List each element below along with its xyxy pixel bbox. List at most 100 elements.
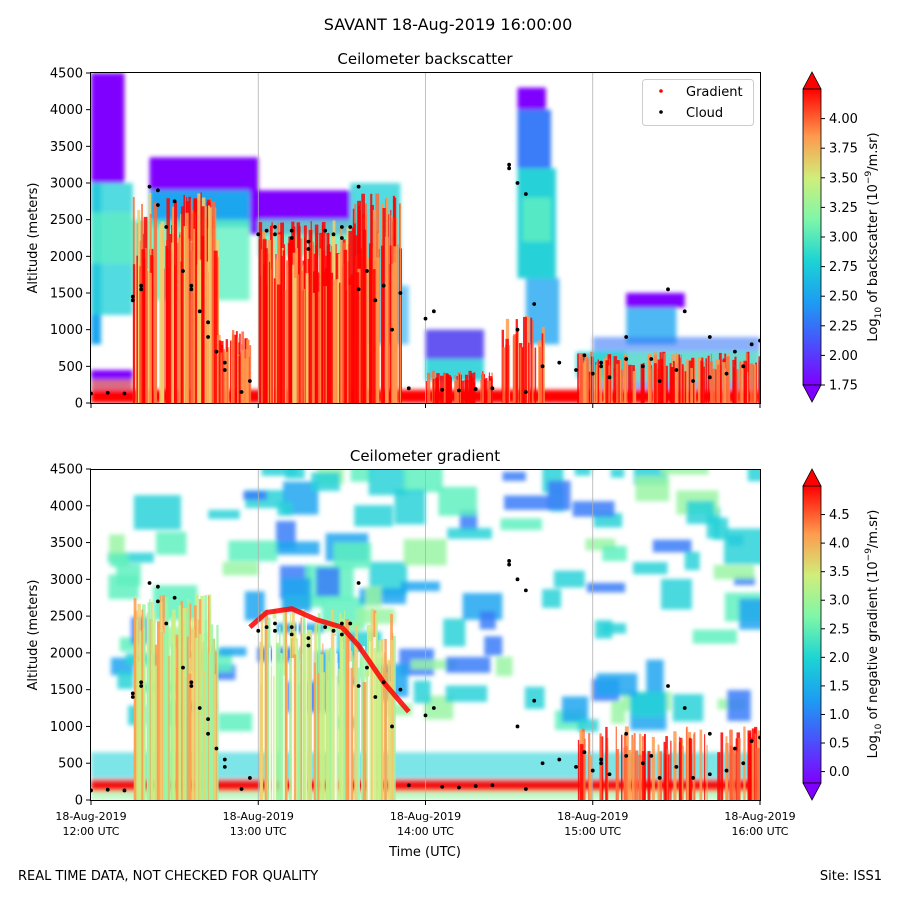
field-cell (517, 109, 551, 169)
field-streak (281, 675, 285, 800)
cloud-marker (306, 239, 311, 244)
cloud-marker (130, 695, 135, 699)
field-streak (597, 359, 599, 403)
colorbar-tick-label: 1.75 (829, 379, 858, 394)
field-cell (635, 476, 670, 502)
field-streak (470, 377, 474, 403)
cloud-marker (707, 772, 712, 777)
field-streak (389, 681, 392, 800)
field-streak (146, 659, 149, 800)
legend-gradient-marker (659, 89, 663, 93)
cloud-marker (306, 636, 311, 641)
footer-disclaimer: REAL TIME DATA, NOT CHECKED FOR QUALITY (18, 869, 319, 884)
field-streak (679, 357, 681, 403)
cloud-marker (172, 199, 177, 204)
cloud-marker (373, 695, 378, 699)
cloud-marker (666, 684, 670, 688)
gradient-y-axis: 0 500 1000 1500 2000 2500 3000 3500 4000 4500 (50, 463, 91, 809)
cloud-marker (356, 684, 361, 688)
field-streak (160, 221, 165, 403)
field-streak (321, 225, 324, 403)
gradient-panel: Ceilometer gradient 0 500 1000 1500 2000 2500… (26, 447, 884, 860)
field-cell (661, 578, 692, 610)
field-cell (107, 552, 154, 563)
x-tick-time: 15:00 UTC (564, 825, 621, 838)
cloud-marker (490, 783, 495, 788)
field-streak (288, 245, 292, 403)
field-streak (659, 352, 662, 403)
field-streak (303, 288, 305, 403)
field-streak (188, 196, 191, 403)
colorbar-tick-label: 0.0 (829, 765, 850, 780)
field-streak (685, 726, 689, 800)
field-streak (262, 239, 267, 403)
field-streak (293, 277, 297, 403)
field-streak (221, 348, 225, 403)
field-streak (213, 250, 218, 403)
cloud-marker (264, 228, 269, 233)
cloud-marker (222, 757, 227, 762)
x-tick-date: 18-Aug-2019 (55, 810, 126, 823)
field-streak (362, 681, 367, 800)
field-streak (642, 751, 646, 800)
field-streak (305, 273, 309, 403)
cloud-marker (398, 291, 403, 295)
field-streak (182, 608, 187, 800)
y-tick-label: 2000 (50, 646, 83, 661)
cloud-marker (682, 706, 687, 710)
field-streak (329, 272, 333, 403)
field-streak (340, 618, 344, 800)
cloud-marker (323, 228, 328, 233)
field-streak (191, 209, 194, 403)
field-streak (157, 621, 161, 800)
field-streak (642, 362, 645, 403)
field-streak (753, 364, 757, 403)
field-cell (739, 598, 760, 630)
legend-gradient-label: Gradient (686, 85, 743, 100)
cloud-marker (105, 787, 110, 792)
cloud-marker (247, 776, 252, 780)
field-streak (640, 363, 644, 403)
field-streak (213, 674, 217, 800)
cloud-marker (264, 625, 269, 630)
field-streak (310, 241, 314, 403)
cloud-marker (557, 360, 562, 365)
field-streak (647, 751, 651, 800)
field-streak (583, 360, 587, 403)
field-streak (336, 675, 338, 800)
cloud-marker (607, 375, 612, 380)
field-streak (688, 360, 692, 403)
cloud-marker (390, 327, 394, 332)
field-cell (261, 469, 297, 476)
field-streak (208, 653, 213, 800)
cloud-marker (707, 335, 712, 339)
field-streak (300, 617, 303, 800)
field-streak (664, 365, 668, 403)
field-streak (218, 340, 221, 403)
cloud-marker (741, 761, 746, 766)
field-streak (624, 353, 627, 403)
field-streak (316, 291, 320, 403)
field-streak (151, 620, 155, 800)
backscatter-ylabel: Altitude (meters) (26, 183, 41, 294)
cloud-marker (156, 188, 160, 193)
field-cell (692, 629, 737, 644)
field-streak (148, 619, 153, 800)
cloud-marker (599, 364, 604, 369)
field-streak (276, 284, 281, 403)
field-streak (220, 352, 223, 403)
cloud-marker (139, 283, 144, 288)
field-streak (468, 370, 472, 403)
field-streak (593, 372, 596, 403)
x-tick-time: 14:00 UTC (397, 825, 454, 838)
gradient-colorbar-label: Log10 of negative gradient (10−9/m.sr) (864, 510, 884, 759)
field-streak (454, 375, 456, 403)
field-streak (330, 648, 335, 800)
cloud-marker (523, 787, 528, 791)
field-streak (159, 224, 162, 403)
y-tick-label: 500 (58, 757, 83, 772)
field-streak (149, 272, 152, 403)
cloud-marker (440, 387, 445, 392)
colorbar-tick-label: 2.75 (829, 260, 858, 275)
cloud-marker (256, 628, 261, 633)
